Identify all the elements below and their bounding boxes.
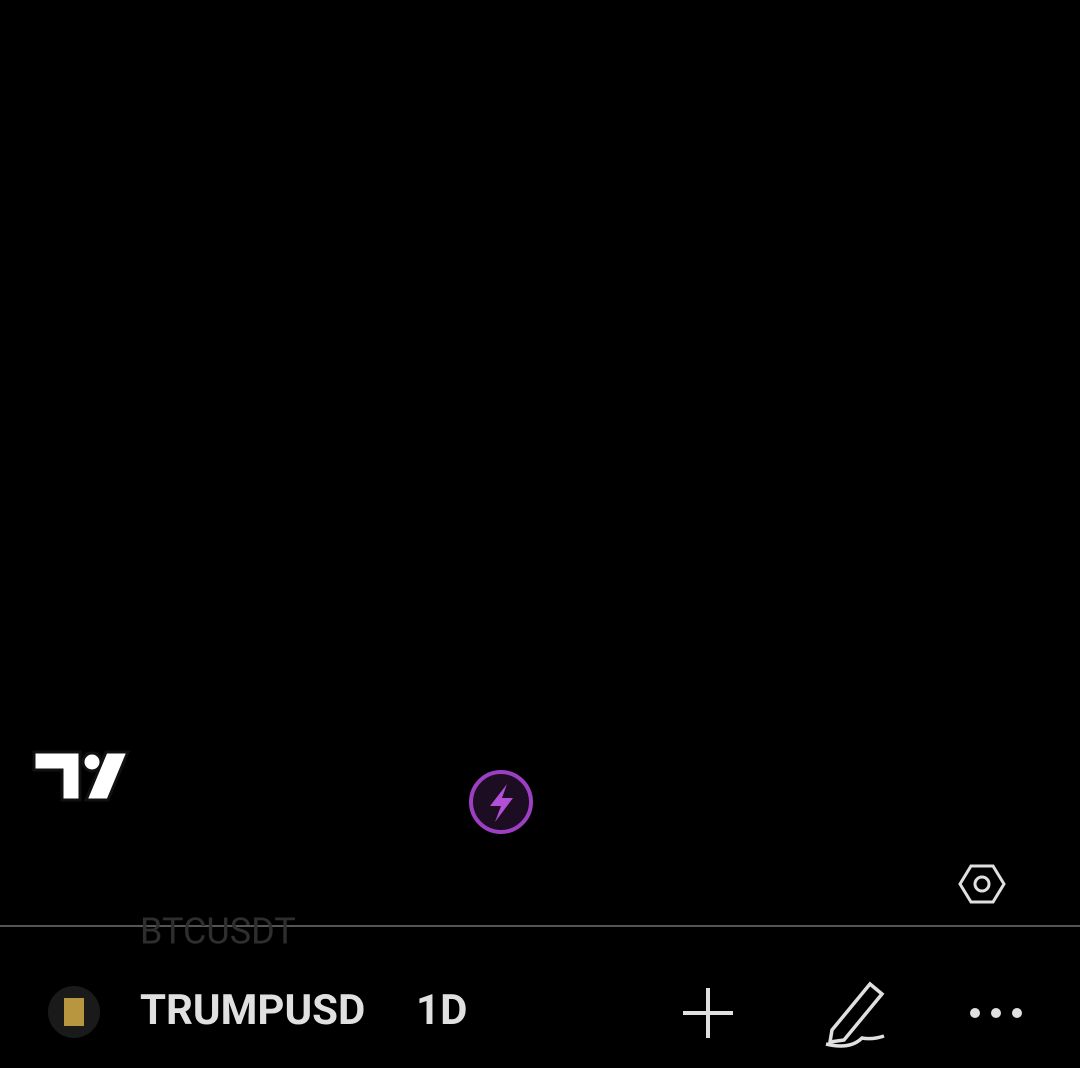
interval[interactable]: 1D [416,986,467,1035]
settings-button[interactable] [958,864,1006,904]
tv-logo [32,750,131,802]
more-button[interactable] [970,1008,1022,1018]
symbol[interactable]: TRUMPUSD [140,986,365,1035]
toolbar [0,948,1080,1068]
symbol-icon[interactable] [48,986,100,1038]
lightning-button[interactable] [469,770,533,834]
ghost-symbol: BTCUSDT [140,911,296,953]
add-button[interactable] [683,988,733,1038]
draw-button[interactable] [825,981,885,1048]
